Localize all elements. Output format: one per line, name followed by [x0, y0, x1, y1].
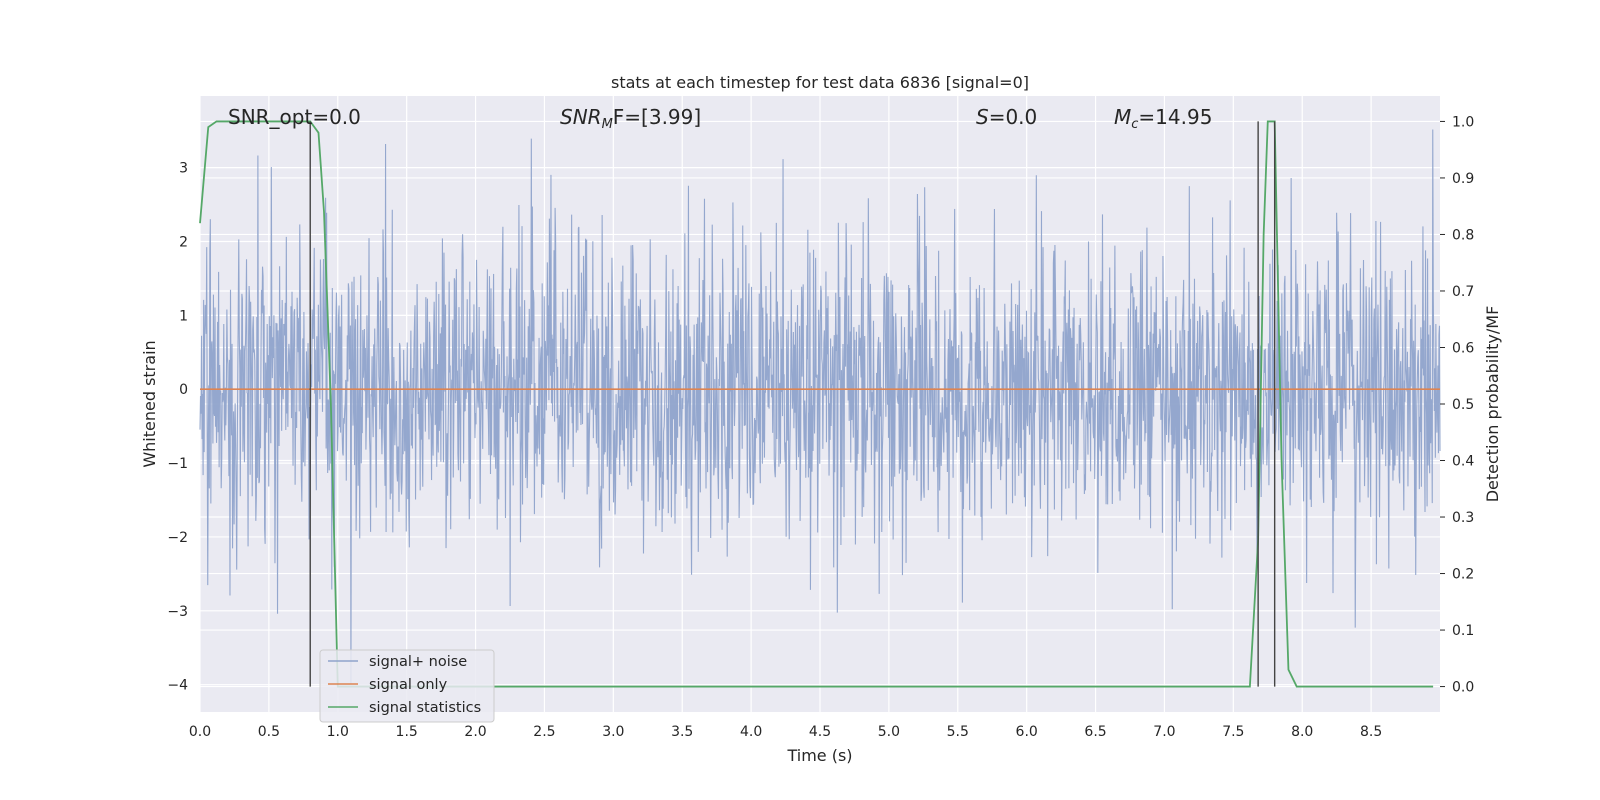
x-tick-label: 7.0 — [1153, 724, 1175, 740]
x-tick-label: 4.0 — [740, 724, 762, 740]
y-left-tick-label: 3 — [179, 161, 188, 177]
x-tick-label: 1.5 — [396, 724, 418, 740]
y-left-tick-label: −1 — [167, 456, 188, 472]
legend-label-signal-statistics: signal statistics — [369, 700, 481, 716]
x-tick-label: 6.5 — [1084, 724, 1106, 740]
x-tick-label: 8.0 — [1291, 724, 1313, 740]
legend-label-signal-only: signal only — [369, 677, 448, 693]
y-left-tick-label: −4 — [167, 678, 188, 694]
mc-base: M — [1114, 105, 1131, 129]
x-tick-label: 0.5 — [258, 724, 280, 740]
y-left-tick-label: 2 — [179, 235, 188, 251]
snr-mf-base: SNR — [560, 105, 602, 129]
x-axis-ticks: 0.0 0.5 1.0 1.5 2.0 2.5 3.0 3.5 4.0 4.5 5.0 5.5 6.0 6… — [189, 724, 1382, 740]
signal-noise-line — [199, 129, 1441, 685]
legend-box — [319, 649, 495, 723]
y-right-tick-label: 0.1 — [1452, 623, 1474, 639]
x-tick-label: 6.0 — [1016, 724, 1038, 740]
legend-label-signal-noise: signal+ noise — [369, 654, 467, 670]
x-tick-label: 8.5 — [1360, 724, 1382, 740]
x-tick-label: 2.0 — [464, 724, 486, 740]
y-right-tick-label: 0.0 — [1452, 680, 1474, 696]
mc-rest: =14.95 — [1138, 105, 1212, 129]
x-tick-label: 3.5 — [671, 724, 693, 740]
x-axis-label: Time (s) — [786, 746, 852, 765]
signal-statistics-line — [199, 120, 1434, 688]
x-tick-label: 2.5 — [533, 724, 555, 740]
s-base: S — [976, 105, 989, 129]
x-tick-label: 0.0 — [189, 724, 211, 740]
signal-noise-series — [199, 129, 1441, 685]
y-left-tick-label: 0 — [179, 382, 188, 398]
x-tick-label: 3.0 — [602, 724, 624, 740]
s-annotation: S=0.0 — [976, 105, 1037, 129]
x-tick-label: 7.5 — [1222, 724, 1244, 740]
y-left-axis-label: Whitened strain — [140, 340, 159, 467]
mc-annotation: Mc=14.95 — [1114, 105, 1212, 132]
y-right-tick-label: 0.9 — [1452, 171, 1474, 187]
y-left-tick-label: 1 — [179, 308, 188, 324]
snr-opt-annotation: SNR_opt=0.0 — [228, 105, 361, 129]
legend: signal+ noise signal only signal statist… — [319, 649, 495, 723]
vertical-markers — [309, 121, 1276, 687]
y-right-tick-label: 1.0 — [1452, 114, 1474, 130]
y-right-tick-label: 0.5 — [1452, 397, 1474, 413]
x-tick-label: 1.0 — [327, 724, 349, 740]
mc-sub: c — [1131, 117, 1138, 132]
y-right-tick-label: 0.2 — [1452, 567, 1474, 583]
y-right-tick-label: 0.7 — [1452, 284, 1474, 300]
y-right-tick-label: 0.6 — [1452, 340, 1474, 356]
s-rest: =0.0 — [989, 105, 1038, 129]
y-right-axis-label: Detection probability/MF — [1483, 306, 1502, 503]
y-right-tick-label: 0.3 — [1452, 510, 1474, 526]
snr-mf-annotation: SNRMF=[3.99] — [560, 105, 701, 132]
snr-mf-sub: M — [602, 117, 613, 132]
y-left-tick-label: −3 — [167, 604, 188, 620]
x-tick-label: 5.5 — [947, 724, 969, 740]
x-tick-label: 5.0 — [878, 724, 900, 740]
snr-mf-rest: F=[3.99] — [613, 105, 701, 129]
signal-statistics-series — [199, 120, 1434, 688]
y-right-tick-label: 0.4 — [1452, 454, 1474, 470]
x-tick-label: 4.5 — [809, 724, 831, 740]
y-right-tick-label: 0.8 — [1452, 227, 1474, 243]
y-left-tick-label: −2 — [167, 530, 188, 546]
y-left-axis-ticks: −4 −3 −2 −1 0 1 2 3 — [167, 161, 188, 694]
chart-title: stats at each timestep for test data 683… — [611, 73, 1029, 92]
y-right-axis-ticks: 0.0 0.1 0.2 0.3 0.4 0.5 0.6 0.7 0.8 0.9 1.0 — [1440, 114, 1474, 696]
